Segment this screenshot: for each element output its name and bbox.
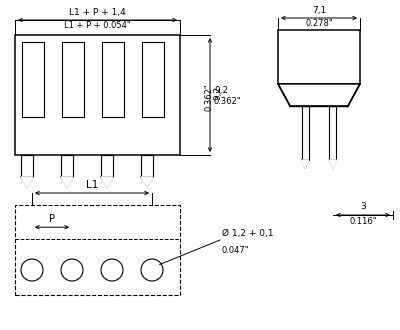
Bar bbox=[15, 205, 180, 295]
Polygon shape bbox=[330, 160, 336, 168]
Bar bbox=[21, 155, 33, 177]
Bar bbox=[102, 42, 124, 117]
Text: 0.362": 0.362" bbox=[214, 96, 242, 106]
Bar bbox=[62, 42, 84, 117]
Polygon shape bbox=[21, 177, 33, 187]
Text: 9,2: 9,2 bbox=[213, 86, 222, 100]
Text: 3: 3 bbox=[360, 202, 366, 211]
Polygon shape bbox=[302, 160, 308, 168]
Polygon shape bbox=[278, 84, 360, 107]
Text: 0.278": 0.278" bbox=[305, 19, 333, 28]
Bar bbox=[101, 155, 113, 177]
Polygon shape bbox=[101, 177, 113, 187]
Bar bbox=[330, 107, 336, 160]
Bar bbox=[141, 155, 153, 177]
Text: L1 + P + 0.054": L1 + P + 0.054" bbox=[64, 21, 131, 30]
Text: L1 + P + 1,4: L1 + P + 1,4 bbox=[69, 8, 126, 17]
Text: 0.116": 0.116" bbox=[349, 217, 377, 226]
Bar bbox=[302, 107, 308, 160]
Bar bbox=[142, 42, 164, 117]
Text: 9,2: 9,2 bbox=[214, 86, 228, 95]
Polygon shape bbox=[61, 177, 73, 187]
Text: P: P bbox=[49, 214, 55, 224]
Bar bbox=[22, 42, 44, 117]
Text: Ø 1,2 + 0,1: Ø 1,2 + 0,1 bbox=[222, 229, 274, 238]
Text: L1: L1 bbox=[86, 180, 98, 190]
Text: 0.047": 0.047" bbox=[222, 246, 250, 255]
Text: 7,1: 7,1 bbox=[312, 6, 326, 15]
Bar bbox=[278, 30, 360, 84]
Bar bbox=[15, 35, 180, 155]
Bar bbox=[61, 155, 73, 177]
Text: 0.362": 0.362" bbox=[204, 83, 213, 111]
Polygon shape bbox=[141, 177, 153, 187]
